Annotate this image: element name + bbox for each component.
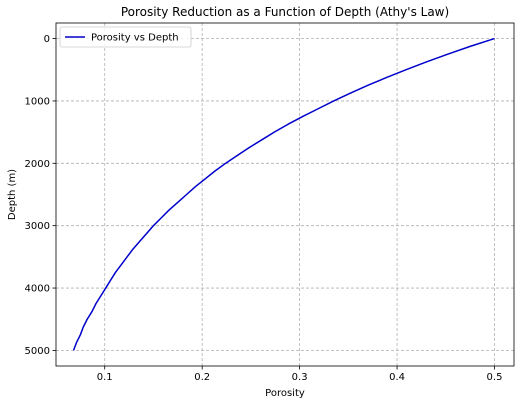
x-tick-label: 0.3 — [292, 372, 308, 383]
y-tick-label: 2000 — [25, 159, 50, 170]
y-axis-label: Depth (m) — [7, 169, 18, 220]
x-tick-label: 0.2 — [194, 372, 210, 383]
x-tick-label: 0.1 — [97, 372, 113, 383]
series-lines — [72, 37, 495, 351]
y-tick-label: 3000 — [25, 221, 50, 232]
y-tick-label: 0 — [44, 34, 50, 45]
y-tick-label: 1000 — [25, 96, 50, 107]
x-tick-label: 0.5 — [487, 372, 503, 383]
legend: Porosity vs Depth — [59, 26, 192, 48]
chart-title: Porosity Reduction as a Function of Dept… — [121, 5, 449, 19]
y-tick-label: 5000 — [25, 346, 50, 357]
plot-area-frame — [55, 22, 515, 367]
legend-box — [59, 26, 192, 48]
series-line-porosity-vs-depth — [72, 37, 495, 351]
x-axis-label: Porosity — [265, 388, 305, 399]
axis-ticks: 0.1 0.2 0.3 0.4 0.5 0 1000 2000 3000 4000 5000 — [25, 34, 503, 383]
legend-label-porosity-vs-depth: Porosity vs Depth — [91, 33, 179, 44]
x-tick-label: 0.4 — [389, 372, 405, 383]
y-tick-label: 4000 — [25, 284, 50, 295]
